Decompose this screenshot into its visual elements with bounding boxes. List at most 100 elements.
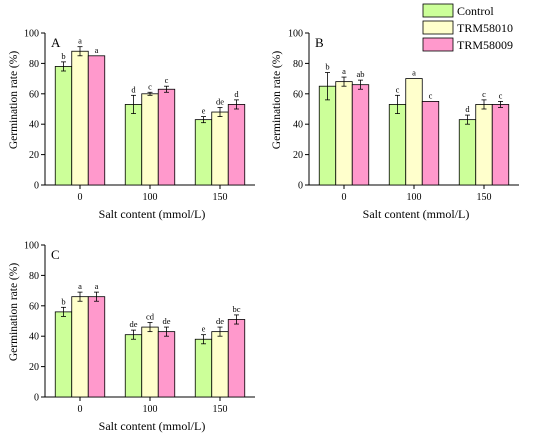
bar-trm58010 xyxy=(211,331,229,398)
bar-trm58009 xyxy=(157,331,176,398)
bar-control xyxy=(124,104,143,186)
panel-label: C xyxy=(51,247,60,262)
x-axis-title: Salt content (mmol/L) xyxy=(99,207,206,221)
legend-swatch-trm58009 xyxy=(422,37,454,52)
legend-label: Control xyxy=(457,4,494,18)
x-tick-label: 150 xyxy=(477,192,492,203)
bar-trm58010 xyxy=(141,326,159,398)
significance-letter: c xyxy=(148,81,152,91)
significance-letter: c xyxy=(165,75,169,85)
significance-letter: a xyxy=(412,68,416,78)
significance-letter: d xyxy=(234,89,239,99)
y-tick-label: 20 xyxy=(29,150,39,161)
x-tick-label: 100 xyxy=(143,404,158,415)
significance-letter: c xyxy=(429,90,433,100)
y-axis-title: Germination rate (%) xyxy=(271,51,283,150)
x-tick-label: 0 xyxy=(78,192,83,203)
bar-trm58009 xyxy=(351,84,370,186)
y-tick-label: 80 xyxy=(29,271,39,282)
bar-control xyxy=(194,119,213,186)
bar-trm58010 xyxy=(405,78,423,186)
bar-control xyxy=(54,311,73,398)
significance-letter: a xyxy=(95,281,99,291)
y-tick-label: 40 xyxy=(293,120,303,131)
bar-trm58009 xyxy=(227,104,246,186)
bar-control xyxy=(194,338,213,398)
panel-label: B xyxy=(315,35,324,50)
significance-letter: a xyxy=(78,36,82,46)
bar-control xyxy=(124,334,143,398)
y-tick-label: 60 xyxy=(29,89,39,100)
significance-letter: de xyxy=(216,96,224,106)
x-tick-label: 150 xyxy=(213,192,228,203)
y-axis-title: Germination rate (%) xyxy=(8,263,20,362)
significance-letter: cd xyxy=(146,312,155,322)
panels: 0 20 40 60 80 100 A Germination rate (%) Salt co… xyxy=(8,29,519,433)
significance-letter: de xyxy=(162,316,170,326)
x-tick-label: 100 xyxy=(407,192,422,203)
significance-letter: bc xyxy=(232,304,240,314)
bar-trm58010 xyxy=(71,50,89,186)
bar-trm58009 xyxy=(421,101,440,186)
significance-letter: de xyxy=(216,316,224,326)
x-tick-label: 150 xyxy=(213,404,228,415)
bar-trm58009 xyxy=(491,104,510,186)
y-tick-label: 80 xyxy=(293,59,303,70)
significance-letter: e xyxy=(202,324,206,334)
significance-letter: c xyxy=(499,90,503,100)
significance-letter: d xyxy=(465,104,470,114)
y-tick-label: 40 xyxy=(29,332,39,343)
y-tick-label: 20 xyxy=(29,362,39,373)
x-tick-label: 0 xyxy=(78,404,83,415)
x-axis-title: Salt content (mmol/L) xyxy=(363,207,470,221)
bar-trm58010 xyxy=(71,296,89,398)
legend: Control TRM58010 TRM58009 xyxy=(422,3,513,52)
legend-swatch-trm58010 xyxy=(422,20,454,35)
significance-letter: b xyxy=(61,296,65,306)
bar-control xyxy=(54,66,73,186)
significance-letter: a xyxy=(78,281,82,291)
legend-label: TRM58009 xyxy=(457,38,513,52)
significance-letter: a xyxy=(95,45,99,55)
bar-trm58009 xyxy=(87,296,106,398)
bar-control xyxy=(318,85,337,186)
y-tick-label: 60 xyxy=(29,301,39,312)
significance-letter: ab xyxy=(356,69,364,79)
panel-label: A xyxy=(51,35,61,50)
y-tick-label: 100 xyxy=(24,241,39,252)
bar-trm58010 xyxy=(475,104,493,186)
significance-letter: c xyxy=(396,84,400,94)
significance-letter: a xyxy=(342,66,346,76)
legend-swatch-control xyxy=(422,3,454,18)
bar-trm58009 xyxy=(227,319,246,398)
bar-trm58009 xyxy=(157,88,176,186)
bar-trm58009 xyxy=(87,55,106,186)
x-tick-label: 100 xyxy=(143,192,158,203)
legend-label: TRM58010 xyxy=(457,21,513,35)
bar-control xyxy=(458,119,477,186)
y-tick-label: 20 xyxy=(293,150,303,161)
y-tick-label: 0 xyxy=(298,181,303,192)
bar-control xyxy=(388,104,407,186)
y-axis-title: Germination rate (%) xyxy=(8,51,20,150)
significance-letter: d xyxy=(131,84,136,94)
significance-letter: c xyxy=(482,89,486,99)
significance-letter: b xyxy=(325,62,329,72)
y-tick-label: 0 xyxy=(34,181,39,192)
y-tick-label: 60 xyxy=(293,89,303,100)
bar-trm58010 xyxy=(335,81,353,186)
panel-b: 0 20 40 60 80 100 B Germination rate (%) Salt co… xyxy=(271,29,519,221)
y-tick-label: 100 xyxy=(288,29,303,40)
y-tick-label: 40 xyxy=(29,120,39,131)
bar-trm58010 xyxy=(141,93,159,186)
y-tick-label: 0 xyxy=(34,393,39,404)
y-tick-label: 100 xyxy=(24,29,39,40)
bar-trm58010 xyxy=(211,111,229,186)
panel-a: 0 20 40 60 80 100 A Germination rate (%) Salt co… xyxy=(8,29,255,221)
significance-letter: e xyxy=(202,106,206,116)
y-tick-label: 80 xyxy=(29,59,39,70)
x-tick-label: 0 xyxy=(342,192,347,203)
significance-letter: b xyxy=(61,51,65,61)
panel-c: 0 20 40 60 80 100 C Germination rate (%) Salt co… xyxy=(8,241,255,433)
